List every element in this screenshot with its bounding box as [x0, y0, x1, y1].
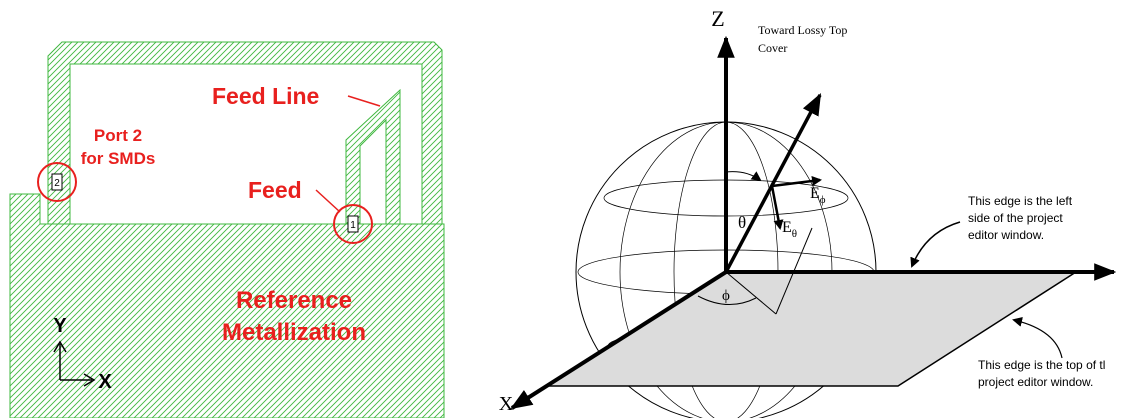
- e-theta-vector: [770, 185, 784, 230]
- e-theta-base: E: [782, 219, 792, 236]
- feed-label: Feed: [248, 177, 302, 203]
- z-axis-label: Z: [711, 6, 724, 31]
- metallization-layout-figure: 2 1 Feed Line Port 2 for SMDs Feed Refer…: [9, 41, 445, 418]
- spherical-coordinates-figure: Z X Toward Lossy Top Cover θ ϕ Eϕ Eθ Thi…: [499, 6, 1117, 418]
- left-edge-note-line2: side of the project: [968, 211, 1063, 225]
- left-edge-note-line1: This edge is the left: [968, 194, 1073, 208]
- port2-label-line2: for SMDs: [81, 149, 156, 168]
- left-edge-pointer: [910, 221, 961, 268]
- e-phi-subscript: ϕ: [820, 194, 826, 206]
- port2-label-line1: Port 2: [94, 126, 142, 145]
- feed-line-trace: [47, 41, 443, 225]
- port1-number: 1: [350, 220, 356, 231]
- x-axis-label: X: [499, 393, 514, 415]
- left-edge-note-line3: editor window.: [968, 228, 1044, 242]
- toward-cover-line1: Toward Lossy Top: [758, 23, 847, 37]
- e-phi-label: Eϕ: [810, 185, 826, 206]
- reference-label-line2: Metallization: [222, 319, 366, 346]
- e-theta-label: Eθ: [782, 219, 797, 240]
- theta-arc: [725, 171, 762, 182]
- axis-y-label: Y: [53, 315, 67, 337]
- top-edge-note-line2: project editor window.: [978, 375, 1093, 389]
- toward-cover-line2: Cover: [758, 41, 787, 55]
- feed-line-label: Feed Line: [212, 83, 319, 109]
- port2-marker: [51, 173, 63, 191]
- reference-metallization: [9, 193, 445, 418]
- e-theta-subscript: θ: [792, 228, 797, 240]
- top-edge-pointer: [1012, 316, 1063, 359]
- feed-highlight-circle: [333, 204, 373, 244]
- port2-highlight-circle: [37, 162, 77, 202]
- e-phi-base: E: [810, 185, 820, 202]
- axis-x-label: X: [98, 371, 112, 393]
- e-phi-vector: [771, 176, 822, 188]
- x-axis: [510, 270, 728, 410]
- r-vector: [724, 93, 822, 273]
- feed-line-inner: [359, 118, 387, 225]
- phi-label: ϕ: [722, 288, 730, 304]
- reference-label-line1: Reference: [236, 287, 352, 314]
- feed-line-pointer: [347, 95, 381, 107]
- port1-marker: [347, 215, 359, 233]
- port2-number: 2: [54, 178, 60, 189]
- theta-label: θ: [738, 213, 746, 232]
- feed-pointer: [315, 189, 341, 213]
- top-edge-note-line1: This edge is the top of tl: [978, 358, 1105, 372]
- xy-axes: Y X: [53, 315, 112, 393]
